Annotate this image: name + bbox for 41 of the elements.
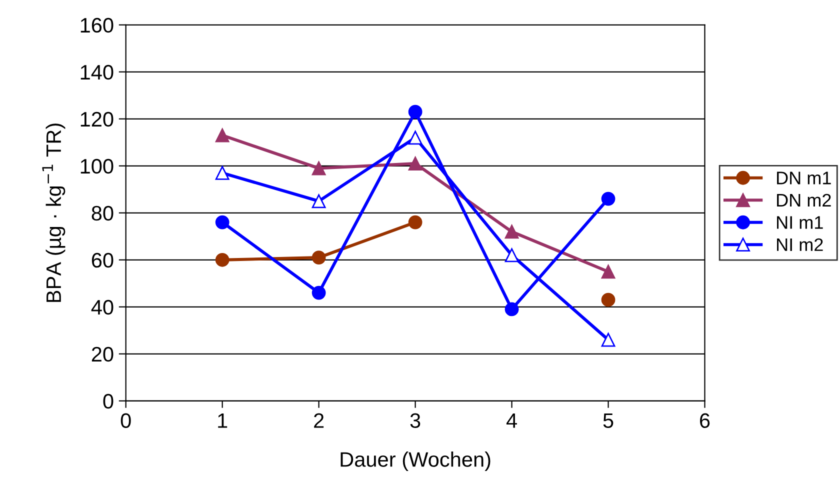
legend-label: NI m2 [777, 238, 823, 251]
x-tick-label: 5 [603, 413, 614, 428]
point [312, 194, 326, 208]
y-tick-label: 40 [91, 300, 114, 315]
point [601, 264, 616, 279]
point [408, 104, 422, 119]
y-tick-label: 160 [80, 18, 114, 33]
x-tick-label: 1 [218, 413, 228, 428]
y-tick-label: 20 [92, 346, 114, 362]
legend-label: DN m2 [777, 194, 831, 206]
y-tick-label: 120 [80, 112, 114, 127]
point [504, 248, 519, 262]
point [601, 192, 616, 206]
point [215, 215, 230, 230]
y-tick-label: 100 [80, 158, 114, 174]
x-tick-label: 0 [120, 413, 131, 428]
point [408, 156, 422, 170]
x-tick-label: 2 [314, 413, 324, 428]
y-tick-label: 140 [80, 64, 114, 80]
point [312, 250, 326, 264]
point [601, 292, 616, 307]
x-tick-label: 6 [700, 413, 710, 428]
point [601, 332, 616, 347]
x-axis-title: Dauer (Wochen) [340, 452, 490, 471]
point [215, 128, 230, 142]
legend-label: NI m1 [777, 216, 823, 229]
point [408, 130, 422, 145]
point [504, 302, 519, 316]
y-tick-label: 0 [103, 394, 114, 409]
y-tick-label: 60 [92, 252, 114, 268]
point [504, 224, 519, 239]
x-tick-label: 3 [410, 413, 420, 428]
point [312, 161, 326, 176]
legend-label: DN m1 [777, 172, 831, 184]
point [215, 166, 230, 180]
point [215, 252, 230, 267]
point [408, 215, 422, 230]
point [312, 286, 326, 300]
y-tick-label: 80 [92, 206, 114, 221]
y-axis-title: BPA (µg · kg$^{−1}$ TR) [42, 124, 66, 302]
x-tick-label: 4 [506, 413, 517, 428]
